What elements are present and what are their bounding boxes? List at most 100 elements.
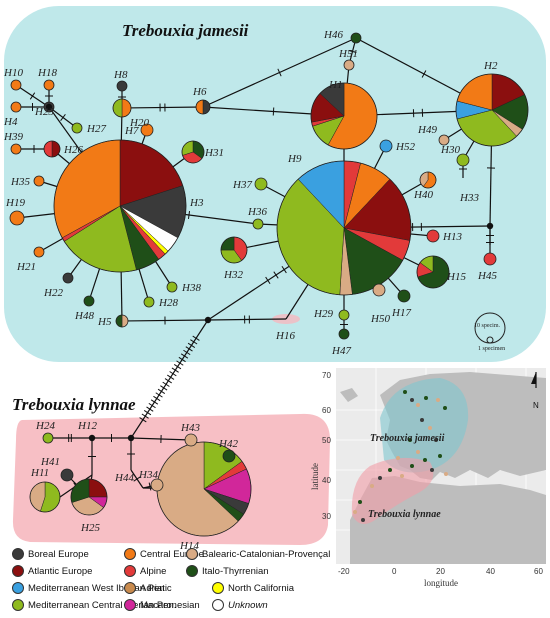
- size-scale: 10 specim. 1 specimen: [474, 312, 506, 352]
- haplotype-label: H10: [3, 67, 23, 79]
- sample-site: [444, 472, 448, 476]
- haplotype-node-h35: [33, 175, 45, 187]
- network-nodes: [9, 32, 529, 537]
- haplotype-node-h48: [83, 295, 95, 307]
- legend-item: Unknown: [212, 599, 268, 611]
- network-edge: [207, 315, 287, 324]
- haplotype-label: H52: [395, 141, 415, 153]
- haplotype-label: H9: [287, 153, 302, 165]
- haplotype-label: H8: [113, 69, 128, 81]
- haplotype-label: H33: [459, 192, 479, 204]
- haplotype-label: H43: [180, 422, 200, 434]
- network-edge: [48, 434, 92, 442]
- haplotype-label: H3: [189, 197, 204, 209]
- haplotype-node-h3: [53, 139, 187, 273]
- map-y-tick: 40: [322, 476, 331, 485]
- sample-sites: [353, 390, 448, 522]
- haplotype-label: H34: [138, 469, 158, 481]
- haplotype-label: H5: [97, 316, 112, 328]
- haplotype-node-h5: [115, 314, 129, 328]
- haplotype-label: H24: [35, 420, 55, 432]
- haplotype-node-h32: [220, 236, 248, 264]
- haplotype-node-h47: [338, 328, 350, 340]
- jamesii-background: [4, 6, 546, 362]
- legend-item: Mediterranean Central Iberian Pen.: [12, 599, 176, 611]
- haplotype-label: H17: [391, 307, 411, 319]
- haplotype-node-h6: [195, 99, 211, 115]
- title-jamesii: Trebouxia jamesii: [122, 21, 249, 40]
- haplotype-label: H12: [77, 420, 97, 432]
- haplotype-node-h14: [156, 441, 252, 537]
- sample-site: [430, 468, 434, 472]
- haplotype-label: H2: [483, 60, 498, 72]
- legend-swatch: [186, 565, 198, 577]
- legend-item: Atlantic Europe: [12, 565, 92, 577]
- map-title-lynnae: Trebouxia lynnae: [368, 509, 441, 520]
- haplotype-node-h30: [456, 153, 470, 167]
- median-vector: [204, 316, 212, 324]
- haplotype-node-h24: [42, 432, 54, 444]
- legend-label: Italo-Thyrrenian: [202, 565, 269, 577]
- network-edge: [127, 438, 135, 470]
- haplotype-node-h17: [397, 289, 411, 303]
- haplotype-node-h15: [416, 255, 450, 289]
- haplotype-node-h43: [184, 433, 198, 447]
- haplotype-node-h8: [116, 80, 128, 92]
- haplotype-node-h26: [43, 140, 61, 158]
- map-x-label: longitude: [424, 578, 458, 588]
- legend-label: Macaronesian: [140, 599, 200, 611]
- map-x-tick: 60: [534, 567, 543, 576]
- legend-swatch: [12, 565, 24, 577]
- haplotype-label: H35: [10, 176, 30, 188]
- inset-map: Trebouxia jamesii Trebouxia lynnae N -20…: [310, 368, 546, 588]
- legend-item: Mediterranean West Iberian Pen.: [12, 582, 167, 594]
- haplotype-label: H40: [413, 189, 433, 201]
- network-edge: [202, 37, 357, 108]
- north-label: N: [533, 401, 539, 410]
- sample-site: [353, 510, 357, 514]
- haplotype-node-h2: [455, 73, 529, 147]
- legend-item: Boreal Europe: [12, 548, 89, 560]
- legend-label: North California: [228, 582, 294, 594]
- haplotype-labels: H1H2H3H5H6H7H9H14H15H25H11H31H32H20H26H4…: [3, 29, 498, 552]
- title-lynnae: Trebouxia lynnae: [12, 395, 136, 414]
- sample-site: [400, 474, 404, 478]
- legend-swatch: [124, 565, 136, 577]
- haplotype-label: H25: [80, 522, 100, 534]
- legend-swatch: [124, 582, 136, 594]
- haplotype-node-h28: [143, 296, 155, 308]
- legend-swatch: [12, 548, 24, 560]
- haplotype-label: H19: [5, 197, 25, 209]
- map-y-tick: 30: [322, 512, 331, 521]
- legend-swatch: [124, 548, 136, 560]
- haplotype-label: H22: [43, 287, 63, 299]
- haplotype-label: H51: [338, 48, 358, 60]
- legend-item: Alpine: [124, 565, 166, 577]
- legend-label: Alpine: [140, 565, 167, 577]
- map-title-jamesii: Trebouxia jamesii: [370, 433, 445, 444]
- legend-swatch: [212, 582, 224, 594]
- legend-label: Mediterranean West Iberian Pen.: [28, 582, 168, 594]
- sample-site: [436, 398, 440, 402]
- haplotype-label: H38: [181, 282, 201, 294]
- sample-site: [378, 476, 382, 480]
- network-edge: [92, 434, 131, 442]
- haplotype-node-h38: [166, 281, 178, 293]
- haplotype-node-h18: [43, 79, 55, 91]
- haplotype-label: H13: [442, 231, 462, 243]
- inter-species-edge: [130, 319, 209, 439]
- haplotype-label: H15: [446, 271, 466, 283]
- legend-label: Atlantic Europe: [28, 565, 93, 577]
- haplotype-label: H46: [323, 29, 343, 41]
- haplotype-node-h10: [10, 79, 22, 91]
- sample-site: [420, 418, 424, 422]
- haplotype-node-h11: [29, 481, 61, 513]
- haplotype-node-h31: [181, 140, 205, 164]
- legend-label: Central Europe: [140, 548, 204, 560]
- scale-big-label: 10 specim.: [474, 323, 500, 329]
- sample-site: [434, 438, 438, 442]
- haplotype-node-h1: [310, 82, 378, 150]
- network-edge: [130, 469, 144, 489]
- map-x-tick: 20: [436, 567, 445, 576]
